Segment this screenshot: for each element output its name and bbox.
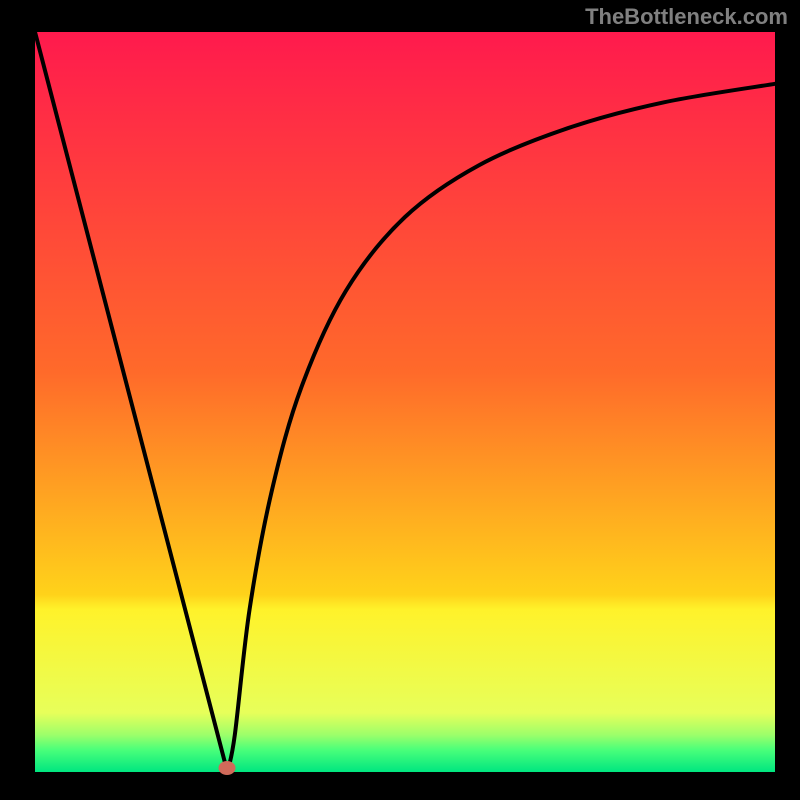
min-point-marker [219,761,236,775]
watermark-text: TheBottleneck.com [585,4,788,30]
curve-right [227,84,775,772]
chart-svg [35,32,775,772]
curve-left [35,32,227,772]
plot-area [35,32,775,772]
